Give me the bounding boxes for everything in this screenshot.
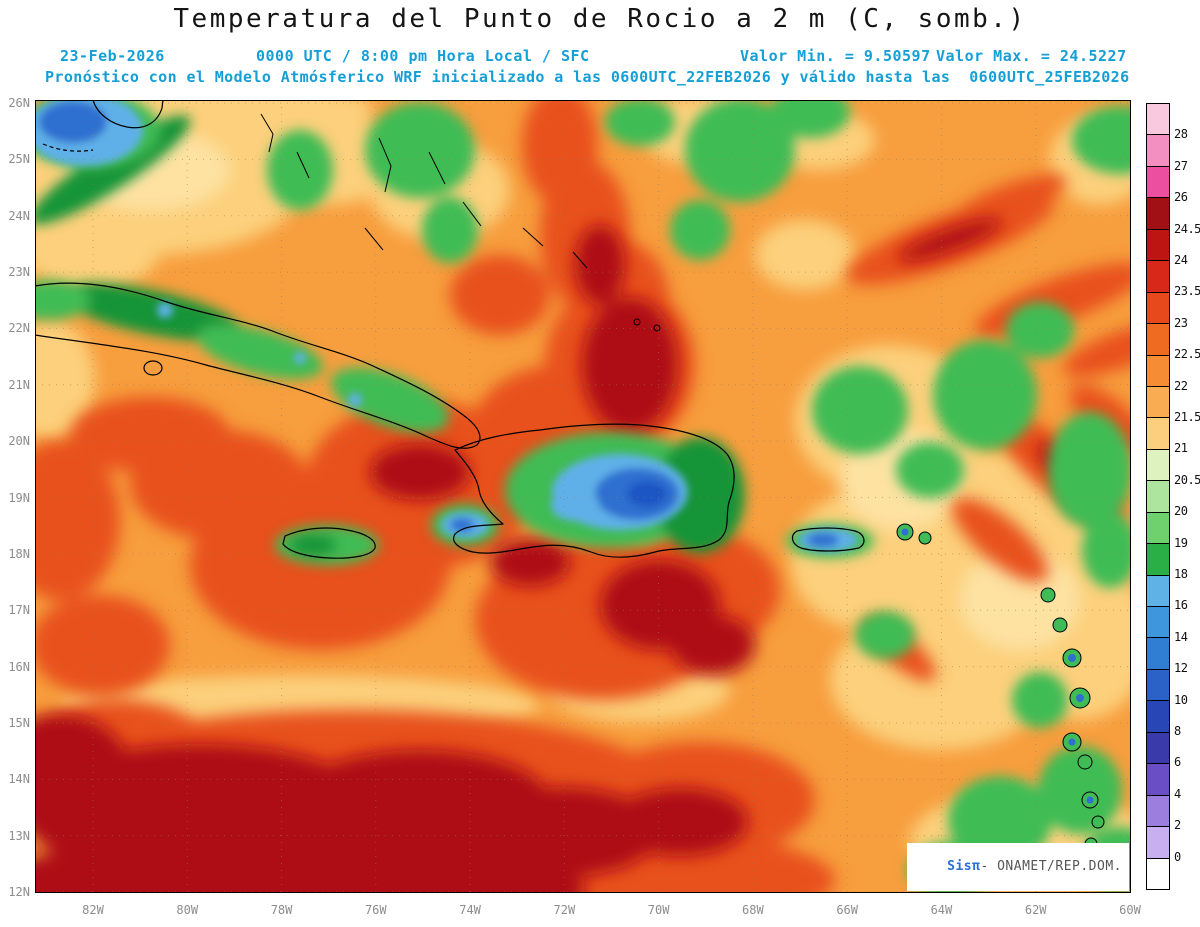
colorbar-legend: [1146, 103, 1170, 890]
colorbar-label-20: 20: [1174, 504, 1188, 519]
colorbar-segment-6: [1147, 291, 1169, 324]
colorbar-label-24: 24: [1174, 253, 1188, 267]
lat-tick-25N: 25N: [8, 152, 30, 167]
hispaniola-coastline: [453, 423, 735, 558]
colorbar-label-12: 12: [1174, 661, 1188, 676]
map-frame: [35, 100, 1131, 893]
lat-tick-24N: 24N: [8, 208, 30, 223]
colorbar-segment-7: [1147, 323, 1169, 355]
colorbar-segment-14: [1147, 543, 1169, 575]
colorbar-label-2: 2: [1174, 818, 1181, 833]
lat-tick-17N: 17N: [8, 603, 30, 618]
max-value-label: Valor Max. = 24.5227: [936, 47, 1127, 65]
colorbar-label-24.5: 24.5: [1174, 221, 1200, 236]
lat-tick-13N: 13N: [8, 828, 30, 843]
watermark-suffix: - ONAMET/REP.DOM.: [980, 859, 1122, 874]
dewpoint-map: [35, 100, 1131, 893]
lat-tick-15N: 15N: [8, 715, 30, 730]
colorbar-segment-18: [1147, 668, 1169, 701]
page-title: Temperatura del Punto de Rocio a 2 m (C,…: [173, 4, 1027, 34]
colorbar-label-23: 23: [1174, 315, 1188, 330]
min-value-label: Valor Min. = 9.50597: [740, 47, 931, 65]
colorbar-label-0: 0: [1174, 849, 1181, 864]
lon-tick-82W: 82W: [82, 903, 104, 917]
lat-tick-21N: 21N: [8, 377, 30, 392]
lon-tick-70W: 70W: [647, 903, 670, 917]
jamaica-coastline: [282, 527, 376, 559]
colorbar-segment-11: [1147, 448, 1169, 481]
florida-coastline: [92, 100, 164, 129]
colorbar-label-28: 28: [1174, 127, 1188, 142]
colorbar-segment-2: [1147, 165, 1169, 198]
dark-red-field: [35, 218, 1103, 893]
lat-tick-18N: 18N: [8, 546, 30, 561]
colorbar-label-8: 8: [1174, 724, 1181, 738]
colorbar-segment-13: [1147, 511, 1169, 544]
colorbar-segment-22: [1147, 794, 1169, 827]
colorbar-label-18: 18: [1174, 567, 1188, 581]
colorbar-segment-19: [1147, 700, 1169, 732]
lat-tick-16N: 16N: [8, 659, 30, 674]
forecast-info: Pronóstico con el Modelo Atmósferico WRF…: [45, 68, 1130, 86]
colorbar-label-21.5: 21.5: [1174, 410, 1200, 424]
lon-tick-80W: 80W: [176, 903, 199, 917]
colorbar-segment-1: [1147, 134, 1169, 166]
colorbar-segment-10: [1147, 417, 1169, 449]
lat-tick-19N: 19N: [8, 490, 30, 505]
coastlines: [35, 100, 865, 559]
watermark-brand: Sisπ: [947, 859, 981, 874]
colorbar-label-14: 14: [1174, 629, 1188, 644]
colorbar-segment-24: [1147, 857, 1169, 889]
colorbar-label-22: 22: [1174, 378, 1188, 393]
colorbar-label-6: 6: [1174, 755, 1181, 770]
colorbar-segment-16: [1147, 606, 1169, 638]
colorbar-label-19: 19: [1174, 535, 1188, 550]
colorbar-label-23.5: 23.5: [1174, 284, 1200, 299]
colorbar-label-22.5: 22.5: [1174, 347, 1200, 362]
lat-tick-12N: 12N: [8, 885, 30, 900]
colorbar-label-20.5: 20.5: [1174, 472, 1200, 487]
colorbar-label-27: 27: [1174, 158, 1188, 173]
lon-tick-74W: 74W: [459, 903, 481, 917]
lon-tick-60W: 60W: [1119, 903, 1141, 917]
colorbar-label-4: 4: [1174, 786, 1181, 801]
colorbar-segment-9: [1147, 385, 1169, 418]
lat-tick-23N: 23N: [8, 265, 30, 280]
colorbar-segment-4: [1147, 228, 1169, 261]
colorbar-segment-5: [1147, 260, 1169, 292]
colorbar-segment-17: [1147, 637, 1169, 669]
lon-tick-66W: 66W: [836, 903, 858, 917]
colorbar-segment-12: [1147, 480, 1169, 512]
colorbar-label-10: 10: [1174, 692, 1188, 707]
valid-time: 0000 UTC / 8:00 pm Hora Local / SFC: [256, 47, 590, 65]
cuba-coastline: [35, 282, 481, 449]
lon-tick-62W: 62W: [1024, 903, 1047, 917]
isla-juventud-coastline: [143, 360, 163, 376]
lon-tick-68W: 68W: [742, 903, 764, 917]
colorbar-label-21: 21: [1174, 441, 1188, 456]
lat-tick-20N: 20N: [8, 434, 30, 449]
lat-tick-26N: 26N: [8, 96, 30, 110]
lat-tick-14N: 14N: [8, 772, 30, 787]
colorbar-segment-3: [1147, 197, 1169, 229]
colorbar-segment-23: [1147, 826, 1169, 858]
map-area: Sisπ- ONAMET/REP.DOM.: [35, 100, 1131, 893]
lon-tick-64W: 64W: [930, 903, 953, 917]
puerto-rico-coastline: [791, 527, 865, 552]
lon-tick-78W: 78W: [270, 903, 293, 917]
colorbar-label-26: 26: [1174, 190, 1188, 205]
colorbar-segment-15: [1147, 574, 1169, 606]
colorbar-segment-21: [1147, 763, 1169, 795]
blue-low-dewpoint-field: [35, 100, 858, 552]
colorbar-segment-0: [1147, 104, 1169, 135]
bahamas-islands: [260, 113, 661, 332]
colorbar-segment-8: [1147, 354, 1169, 386]
colorbar-label-16: 16: [1174, 598, 1188, 613]
lat-tick-22N: 22N: [8, 321, 30, 336]
lon-tick-72W: 72W: [553, 903, 576, 917]
colorbar-segment-20: [1147, 731, 1169, 764]
lon-tick-76W: 76W: [364, 903, 387, 917]
valid-date: 23-Feb-2026: [60, 47, 165, 65]
watermark: Sisπ- ONAMET/REP.DOM.: [906, 843, 1129, 891]
